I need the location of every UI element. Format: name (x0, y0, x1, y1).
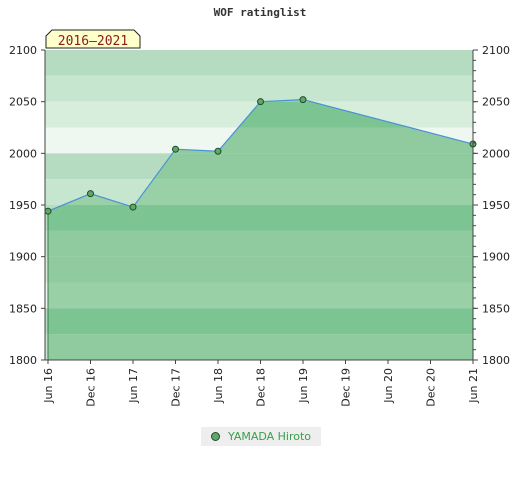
data-point (129, 203, 137, 211)
period-label-box: 2016–2021 (45, 29, 141, 49)
y-tick-label-left: 2100 (9, 44, 37, 57)
x-tick-label: Dec 20 (425, 368, 438, 407)
data-point (44, 207, 52, 215)
x-tick-label: Jun 16 (42, 368, 55, 404)
data-point (172, 145, 179, 153)
x-tick-label: Dec 19 (340, 368, 353, 407)
x-tick-label: Dec 17 (170, 368, 183, 407)
background-band (45, 50, 473, 76)
y-tick-label-left: 1900 (9, 251, 37, 264)
area-band (48, 230, 473, 257)
data-point (87, 190, 94, 198)
area-band (48, 334, 473, 360)
y-tick-label-right: 2000 (482, 147, 510, 160)
period-label: 2016–2021 (58, 34, 128, 49)
x-tick-label: Jun 18 (212, 368, 225, 404)
x-tick-label: Dec 18 (255, 368, 268, 407)
y-tick-label-right: 1950 (482, 199, 510, 212)
x-tick-label: Jun 17 (127, 368, 140, 404)
area-band (48, 205, 473, 231)
legend-label: YAMADA Hiroto (227, 430, 312, 443)
y-tick-label-right: 1800 (482, 354, 510, 367)
area-band (48, 308, 473, 335)
y-tick-label-left: 1950 (9, 199, 37, 212)
background-band (45, 75, 473, 102)
x-tick-label: Jun 20 (382, 368, 395, 404)
x-tick-label: Jun 19 (297, 368, 310, 404)
area-band (48, 282, 473, 309)
y-tick-label-left: 2000 (9, 147, 37, 160)
y-tick-label-right: 1850 (482, 302, 510, 315)
data-point (257, 98, 264, 106)
legend[interactable]: YAMADA Hiroto (201, 427, 321, 446)
period-label-background (45, 29, 141, 49)
data-point (214, 147, 222, 155)
x-tick-label: Jun 21 (467, 368, 480, 404)
legend-marker-icon (210, 432, 220, 441)
area-band (48, 256, 473, 283)
y-tick-label-right: 2100 (482, 44, 510, 57)
y-tick-label-right: 2050 (482, 96, 510, 109)
x-tick-label: Dec 16 (85, 368, 98, 407)
y-tick-label-left: 1850 (9, 302, 37, 315)
y-tick-label-right: 1900 (482, 251, 510, 264)
data-point (299, 96, 307, 104)
series-line (47, 98, 474, 212)
y-tick-label-left: 2050 (9, 96, 37, 109)
chart-title: WOF ratinglist (213, 6, 307, 19)
y-tick-label-left: 1800 (9, 354, 37, 367)
